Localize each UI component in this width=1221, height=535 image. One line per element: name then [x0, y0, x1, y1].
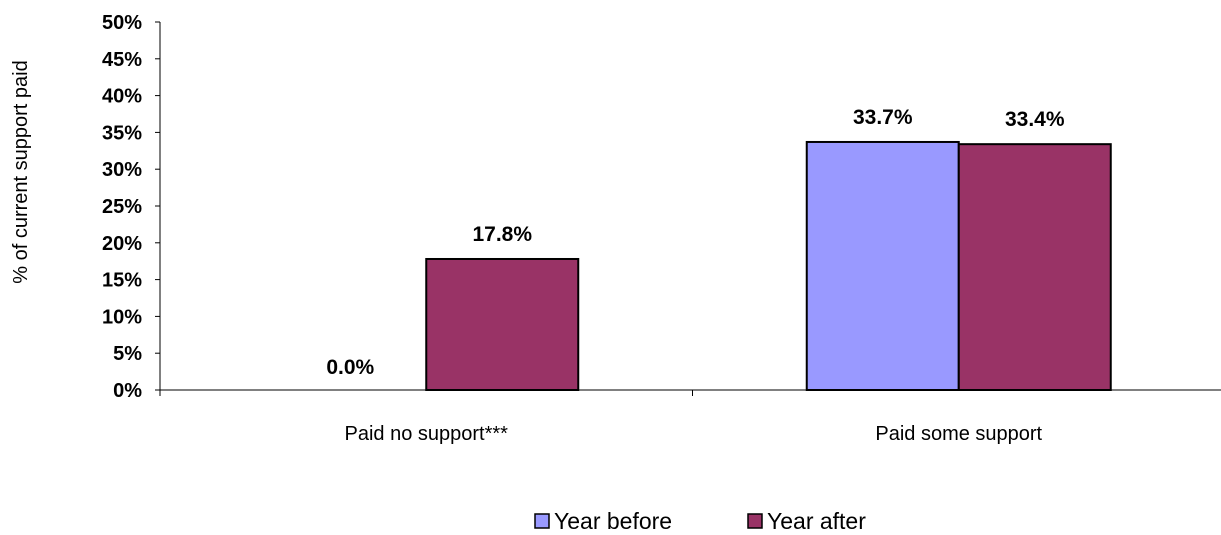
- y-tick-label: 10%: [102, 306, 142, 328]
- legend-swatch: [534, 513, 550, 529]
- y-tick-label: 40%: [102, 86, 142, 108]
- category-label: Paid no support***: [345, 423, 509, 445]
- data-labels: 0.0% 17.8% 33.7% 33.4%: [326, 106, 1065, 379]
- legend-label: Year after: [767, 508, 866, 534]
- y-axis-label: % of current support paid: [10, 60, 32, 283]
- category-label: Paid some support: [875, 423, 1042, 445]
- data-label: 17.8%: [472, 223, 532, 246]
- y-tick-label: 50%: [102, 12, 142, 34]
- y-tick-label: 5%: [113, 343, 142, 365]
- data-label: 33.7%: [853, 106, 913, 129]
- y-tick-label: 0%: [113, 380, 142, 402]
- bar: [957, 143, 1112, 391]
- y-tick-label: 45%: [102, 49, 142, 71]
- bars: [425, 140, 1112, 391]
- legend-swatch: [747, 513, 763, 529]
- y-tick-label: 30%: [102, 159, 142, 181]
- data-label: 0.0%: [326, 356, 374, 379]
- axes: [159, 22, 1221, 396]
- y-tick-label: 25%: [102, 196, 142, 218]
- legend-label: Year before: [554, 508, 672, 534]
- data-label: 33.4%: [1005, 108, 1065, 131]
- bar: [425, 257, 580, 391]
- category-labels: Paid no support*** Paid some support: [345, 423, 1043, 445]
- y-tick-label: 15%: [102, 270, 142, 292]
- y-tick-label: 35%: [102, 122, 142, 144]
- legend: Year before Year after: [534, 508, 866, 534]
- y-axis-ticks: 0% 5% 10% 15% 20% 25% 30% 35% 40% 45% 50%: [102, 12, 160, 402]
- y-tick-label: 20%: [102, 233, 142, 255]
- bar: [805, 140, 960, 391]
